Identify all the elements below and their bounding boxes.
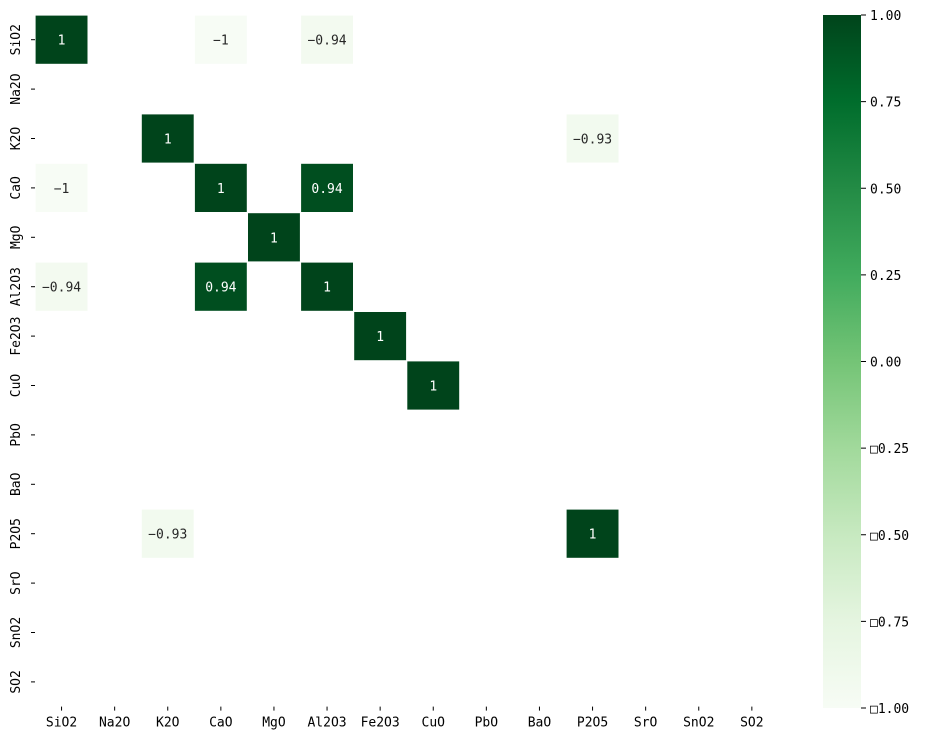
cell-value-label: −0.93 (148, 528, 187, 543)
heatmap-cell (565, 113, 620, 164)
x-tick-label: P2O5 (577, 716, 608, 731)
cell-value-label: 1 (429, 380, 437, 395)
y-tick-label: SrO (9, 571, 24, 595)
y-tick-label: K2O (9, 127, 24, 151)
x-tick-label: Na2O (99, 716, 130, 731)
cell-value-label: −0.94 (42, 281, 81, 296)
heatmap-cell (34, 261, 89, 313)
cell-value-label: −0.94 (307, 34, 346, 49)
x-tick-label: CuO (422, 716, 446, 731)
x-tick-label: MgO (262, 716, 286, 731)
y-tick-label: Na2O (9, 73, 24, 104)
colorbar-tick-label: 1.00 (870, 9, 901, 24)
colorbar-tick-label: 0.75 (870, 96, 901, 111)
y-tick-label: BaO (9, 472, 24, 496)
cell-value-label: 1 (323, 281, 331, 296)
cell-value-label: 1 (217, 182, 225, 197)
cell-value-label: 1 (164, 133, 172, 148)
colorbar-tick-label: 0.25 (870, 269, 901, 284)
y-tick-label: Al2O3 (9, 267, 24, 306)
heatmap-cell (193, 14, 249, 66)
heatmap-cell (193, 261, 249, 313)
colorbar-tick-label: 0.50 (870, 182, 901, 197)
heatmap-cell (299, 261, 355, 313)
cell-value-label: 0.94 (311, 182, 342, 197)
heatmap-cell (140, 508, 195, 560)
cell-value-label: 1 (58, 34, 66, 49)
x-tick-label: SiO2 (46, 716, 77, 731)
cell-value-label: −0.93 (573, 133, 612, 148)
heatmap-cell (34, 14, 89, 66)
cell-value-label: −1 (213, 34, 229, 49)
heatmap-cell (406, 360, 461, 411)
x-tick-label: PbO (475, 716, 499, 731)
colorbar (823, 15, 861, 708)
y-tick-label: SO2 (9, 670, 24, 693)
x-tick-label: SO2 (740, 716, 763, 731)
y-tick-label: CuO (9, 374, 24, 398)
colorbar-tick-label: 0.00 (870, 356, 901, 371)
x-tick-label: Al2O3 (307, 716, 346, 731)
y-tick-label: P2O5 (9, 518, 24, 549)
heatmap-cell (565, 508, 620, 560)
x-tick-label: SrO (634, 716, 658, 731)
heatmap-cell (193, 162, 249, 214)
cell-value-label: 0.94 (205, 281, 236, 296)
y-tick-label: CaO (9, 176, 24, 200)
y-axis-ticks: SiO2 Na2O K2O CaO MgO Al2O3 Fe2O3 CuO PbO BaO P2O5… (9, 24, 35, 694)
colorbar-ticks: 1.00 0.75 0.50 0.25 0.00 □0.25 □0.50 □0.75 □1.00 (861, 9, 909, 717)
heatmap-cell (299, 14, 355, 66)
y-tick-label: Fe2O3 (9, 317, 24, 356)
colorbar-tick-label: □0.75 (870, 615, 909, 630)
cell-value-label: 1 (589, 528, 597, 543)
colorbar-tick-label: □0.25 (870, 442, 909, 457)
heatmap-cell (246, 212, 302, 263)
heatmap-cells: 1 −1 −0.94 1 −0.93 −1 1 0.94 1 −0.94 0.94 1 1 1 −0.93 1 (34, 14, 620, 560)
x-tick-label: SnO2 (683, 716, 714, 731)
cell-value-label: 1 (270, 231, 278, 246)
x-tick-label: CaO (209, 716, 233, 731)
heatmap-cell (353, 310, 408, 362)
colorbar-tick-label: □0.50 (870, 529, 909, 544)
y-tick-label: PbO (9, 423, 24, 447)
cell-value-label: 1 (376, 330, 384, 345)
cell-value-label: −1 (54, 182, 70, 197)
y-tick-label: MgO (9, 225, 24, 249)
x-tick-label: K2O (156, 716, 180, 731)
x-tick-label: Fe2O3 (361, 716, 400, 731)
heatmap-cell (299, 162, 355, 214)
y-tick-label: SnO2 (9, 617, 24, 648)
x-tick-label: BaO (528, 716, 552, 731)
x-axis-ticks: SiO2 Na2O K2O CaO MgO Al2O3 Fe2O3 CuO PbO BaO P2O5… (46, 706, 764, 731)
colorbar-tick-label: □1.00 (870, 702, 909, 717)
heatmap-cell (140, 113, 195, 164)
y-tick-label: SiO2 (9, 24, 24, 55)
